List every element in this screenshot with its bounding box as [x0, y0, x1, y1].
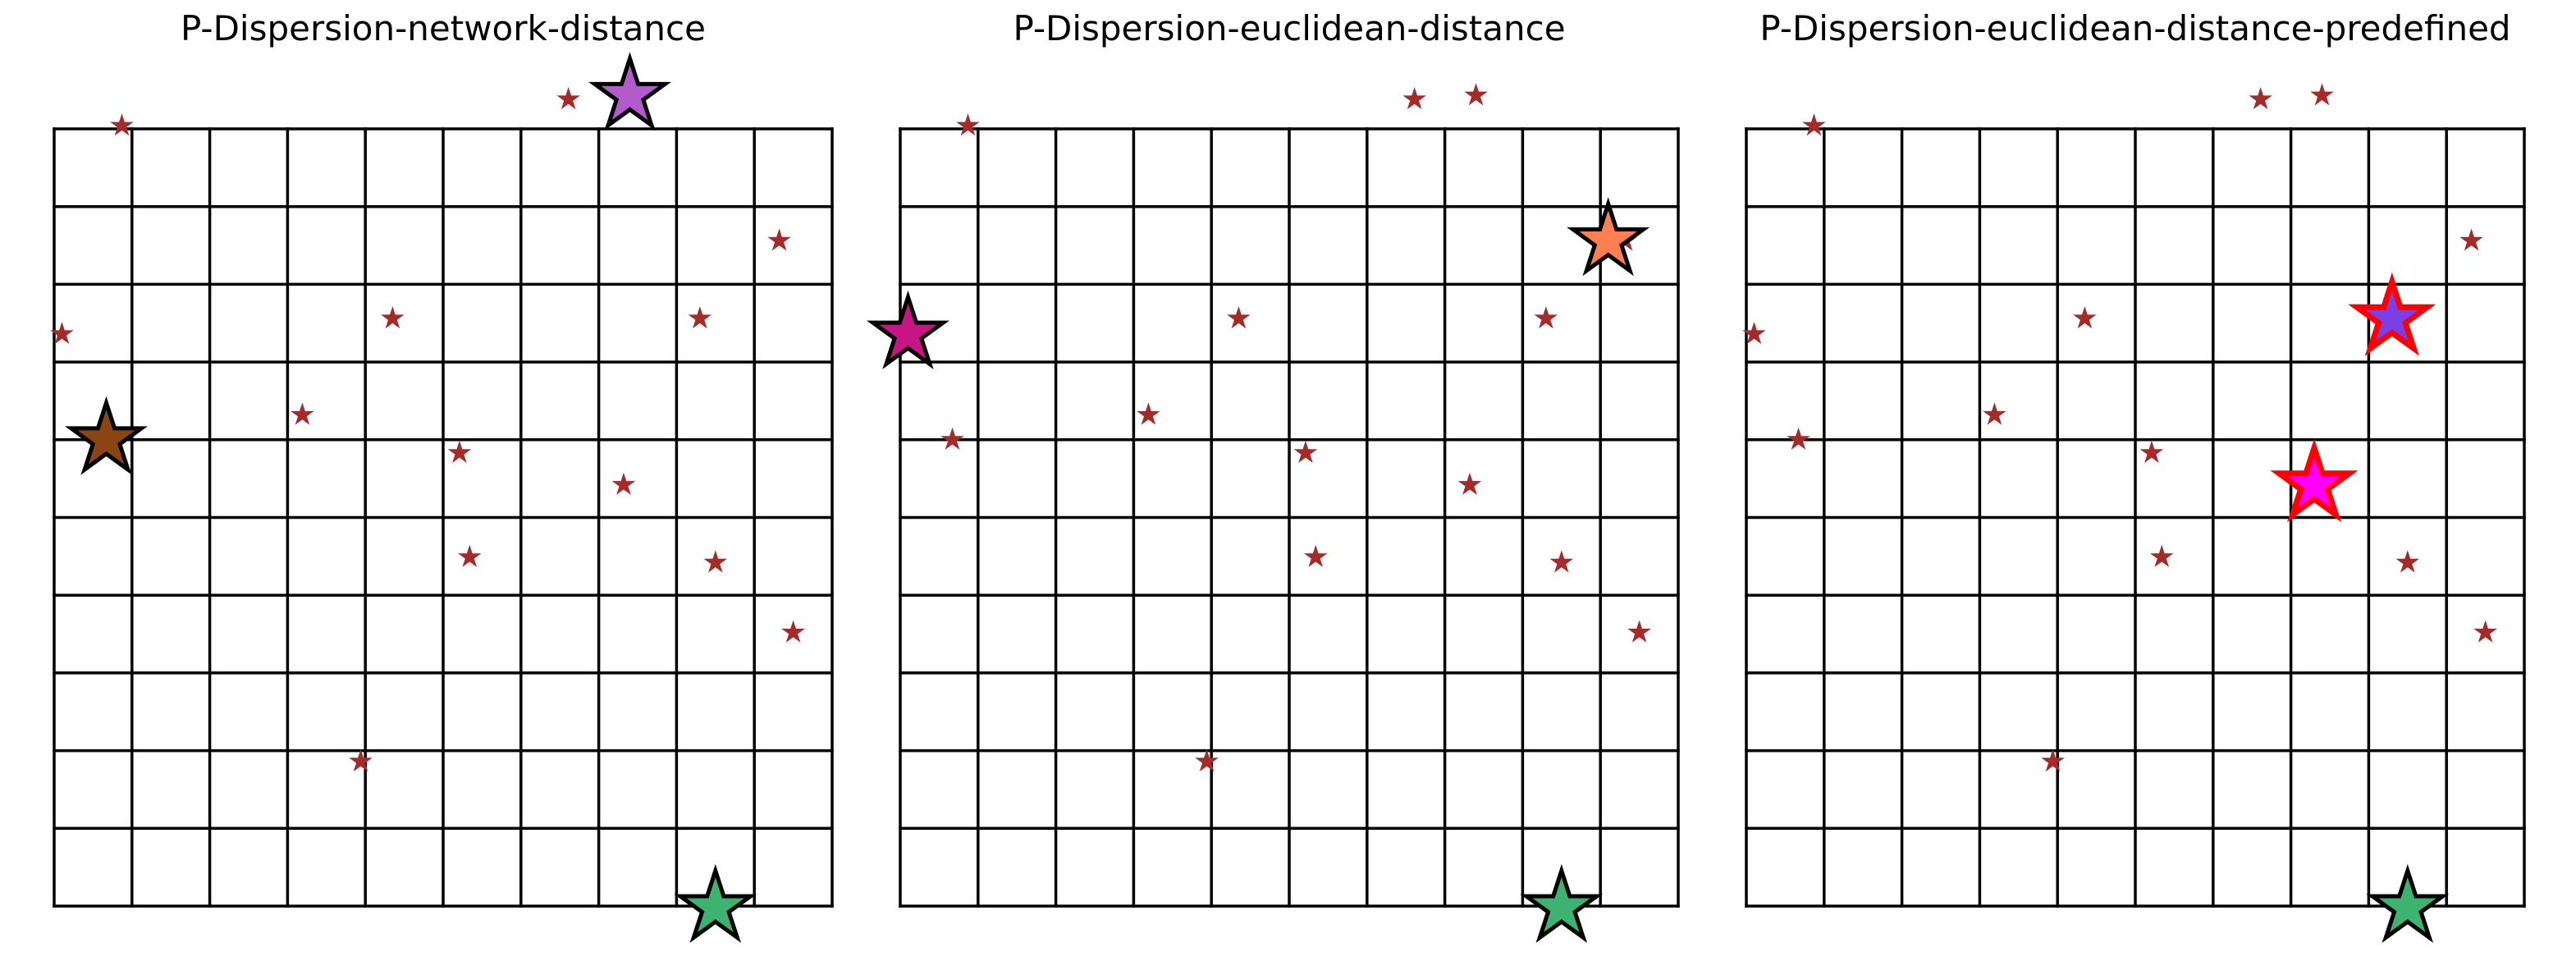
small-star-marker	[2139, 440, 2164, 463]
small-star-marker	[1402, 87, 1426, 110]
large-star-marker	[2366, 863, 2450, 943]
panel-network-distance: P-Dispersion-network-distance	[50, 8, 834, 943]
small-star-marker	[1293, 440, 1318, 463]
grid-lines	[899, 127, 1680, 908]
small-star-marker	[1304, 544, 1328, 567]
panel-euclidean-distance-predefined: P-Dispersion-euclidean-distance-predefin…	[1742, 8, 2526, 943]
small-star-marker	[2459, 228, 2483, 251]
small-star-marker	[1195, 749, 1219, 771]
small-star-marker	[2310, 83, 2334, 106]
small-star-marker	[1742, 322, 1766, 345]
large-star-marker	[867, 290, 950, 369]
small-star-marker	[556, 87, 580, 110]
small-star-marker	[2395, 550, 2420, 573]
small-star-marker	[291, 402, 314, 425]
small-star-marker	[1137, 402, 1160, 425]
small-star-marker	[1227, 306, 1251, 329]
small-star-marker	[2249, 87, 2272, 110]
small-star-marker	[349, 749, 373, 771]
small-star-marker	[381, 306, 405, 329]
large-star-marker	[64, 396, 148, 475]
panel-title: P-Dispersion-euclidean-distance	[1013, 8, 1565, 48]
small-star-marker	[2073, 306, 2097, 329]
large-star-marker	[2348, 272, 2436, 356]
small-star-marker	[767, 228, 791, 251]
small-star-marker	[781, 620, 805, 643]
large-star-marker	[674, 863, 757, 943]
grid-lines	[53, 127, 834, 908]
small-star-marker	[956, 113, 980, 136]
small-star-marker	[50, 322, 74, 345]
small-star-marker	[1787, 427, 1810, 450]
small-star-marker	[1534, 306, 1558, 329]
small-star-marker	[1457, 472, 1482, 495]
small-star-marker	[2150, 544, 2174, 567]
large-star-marker	[1520, 863, 1604, 943]
small-star-marker	[611, 472, 636, 495]
small-star-marker	[110, 113, 134, 136]
large-star-marker	[1567, 197, 1650, 277]
large-star-marker	[2270, 438, 2359, 523]
panel-euclidean-distance: P-Dispersion-euclidean-distance	[867, 8, 1680, 943]
small-star-marker	[447, 440, 472, 463]
large-star-marker	[588, 52, 671, 131]
small-star-marker	[703, 550, 728, 573]
panel-title: P-Dispersion-euclidean-distance-predefin…	[1759, 8, 2510, 48]
small-star-marker	[1549, 550, 1574, 573]
grid-lines	[1745, 127, 2526, 908]
small-star-marker	[2473, 620, 2497, 643]
small-star-marker	[940, 427, 964, 450]
small-star-marker	[1802, 113, 1826, 136]
small-star-marker	[1464, 83, 1488, 106]
small-star-marker	[1983, 402, 2006, 425]
small-star-marker	[458, 544, 482, 567]
small-star-marker	[1627, 620, 1651, 643]
panel-title: P-Dispersion-network-distance	[181, 8, 706, 48]
small-star-marker	[2041, 749, 2065, 771]
small-star-marker	[688, 306, 712, 329]
